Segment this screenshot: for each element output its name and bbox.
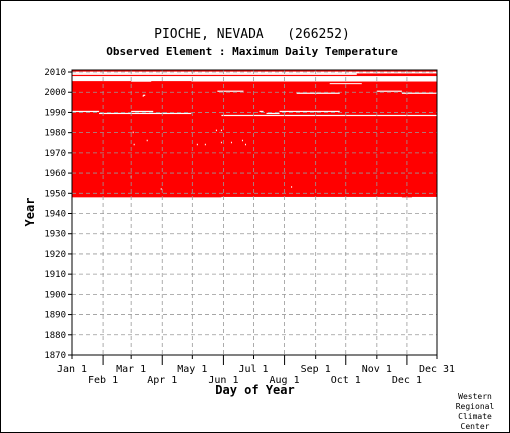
credit-line-2: Regional — [456, 402, 495, 411]
y-tick-label-8: 1950 — [44, 189, 66, 199]
missing-day-14 — [160, 188, 162, 190]
missing-day-8 — [196, 143, 198, 146]
credit-line-3: Climate — [458, 412, 492, 421]
data-gap-7 — [401, 92, 437, 94]
y-tick-label-3: 1900 — [44, 290, 66, 300]
x-tick-label-top-2: May 1 — [177, 364, 207, 375]
chart-title: PIOCHE, NEVADA (266252) — [154, 27, 350, 42]
missing-day-4 — [146, 139, 148, 142]
data-gap-6 — [296, 92, 340, 94]
data-gap-1 — [72, 73, 357, 75]
y-tick-layer: 1870 1880 1890 1900 1910 1920 1930 1940 1950 1960… — [44, 68, 72, 361]
data-gap-10 — [131, 110, 154, 113]
x-tick-label-bottom-5: Dec 1 — [392, 375, 422, 386]
y-tick-label-5: 1920 — [44, 250, 66, 260]
y-tick-label-14: 2010 — [44, 68, 66, 78]
y-tick-label-2: 1890 — [44, 311, 66, 321]
y-tick-label-11: 1980 — [44, 129, 66, 139]
grid-layer — [72, 70, 437, 355]
data-gap-12 — [279, 110, 340, 113]
x-tick-label-top-3: Jul 1 — [238, 364, 268, 375]
x-tick-label-top-6: Dec 31 — [419, 364, 455, 375]
y-tick-label-4: 1910 — [44, 270, 66, 280]
plot-frame — [71, 69, 438, 356]
missing-day-6 — [230, 141, 232, 144]
y-tick-label-12: 1990 — [44, 108, 66, 118]
y-tick-label-13: 2000 — [44, 88, 66, 98]
data-gap-9 — [72, 110, 100, 113]
y-tick-label-7: 1940 — [44, 210, 66, 220]
data-gap-17 — [411, 196, 437, 198]
missing-day-5 — [220, 141, 222, 144]
missing-day-13 — [291, 186, 293, 188]
data-gap-5 — [376, 90, 402, 92]
x-tick-label-top-4: Sep 1 — [301, 364, 331, 375]
missing-day-1 — [215, 129, 217, 132]
y-tick-label-9: 1960 — [44, 169, 66, 179]
missing-day-10 — [241, 139, 243, 142]
credit-block: Western Regional Climate Center — [456, 392, 495, 431]
data-block-0 — [72, 81, 437, 198]
y-tick-label-0: 1870 — [44, 351, 66, 361]
data-layer — [72, 70, 437, 198]
y-tick-label-10: 1970 — [44, 149, 66, 159]
x-tick-label-bottom-3: Aug 1 — [270, 375, 300, 386]
data-gap-13 — [99, 112, 192, 115]
data-gap-0 — [191, 80, 437, 82]
missing-day-3 — [132, 131, 134, 134]
missing-day-0 — [142, 95, 144, 97]
x-tick-label-bottom-1: Apr 1 — [147, 375, 177, 386]
data-gap-14 — [266, 112, 280, 115]
x-tick-label-bottom-2: Jun 1 — [208, 375, 238, 386]
data-gap-4 — [217, 90, 244, 92]
y-tick-label-6: 1930 — [44, 230, 66, 240]
x-axis-label: Day of Year — [215, 383, 294, 397]
x-tick-label-top-0: Jan 1 — [57, 364, 87, 375]
data-gap-15 — [221, 114, 437, 117]
credit-line-4: Center — [461, 422, 490, 431]
data-gap-2 — [131, 80, 152, 82]
data-block-2 — [72, 70, 437, 72]
data-gap-8 — [143, 94, 146, 96]
x-tick-label-top-1: Mar 1 — [116, 364, 146, 375]
y-tick-label-1: 1880 — [44, 331, 66, 341]
missing-day-11 — [244, 143, 246, 146]
data-gap-16 — [221, 196, 402, 198]
data-gap-3 — [329, 83, 362, 85]
x-tick-label-bottom-0: Feb 1 — [88, 375, 118, 386]
credit-line-1: Western — [458, 392, 492, 401]
y-axis-label: Year — [23, 198, 37, 227]
chart-subtitle: Observed Element : Maximum Daily Tempera… — [106, 45, 398, 58]
missing-day-7 — [133, 143, 135, 146]
x-tick-layer: Jan 1 Mar 1 May 1 Jul 1 Sep 1 Nov 1 Dec 31 Feb … — [57, 355, 455, 386]
x-tick-label-bottom-4: Oct 1 — [331, 375, 361, 386]
missing-day-9 — [204, 143, 206, 146]
x-tick-label-top-5: Nov 1 — [362, 364, 392, 375]
data-gap-11 — [259, 110, 264, 113]
missing-day-2 — [220, 129, 222, 132]
